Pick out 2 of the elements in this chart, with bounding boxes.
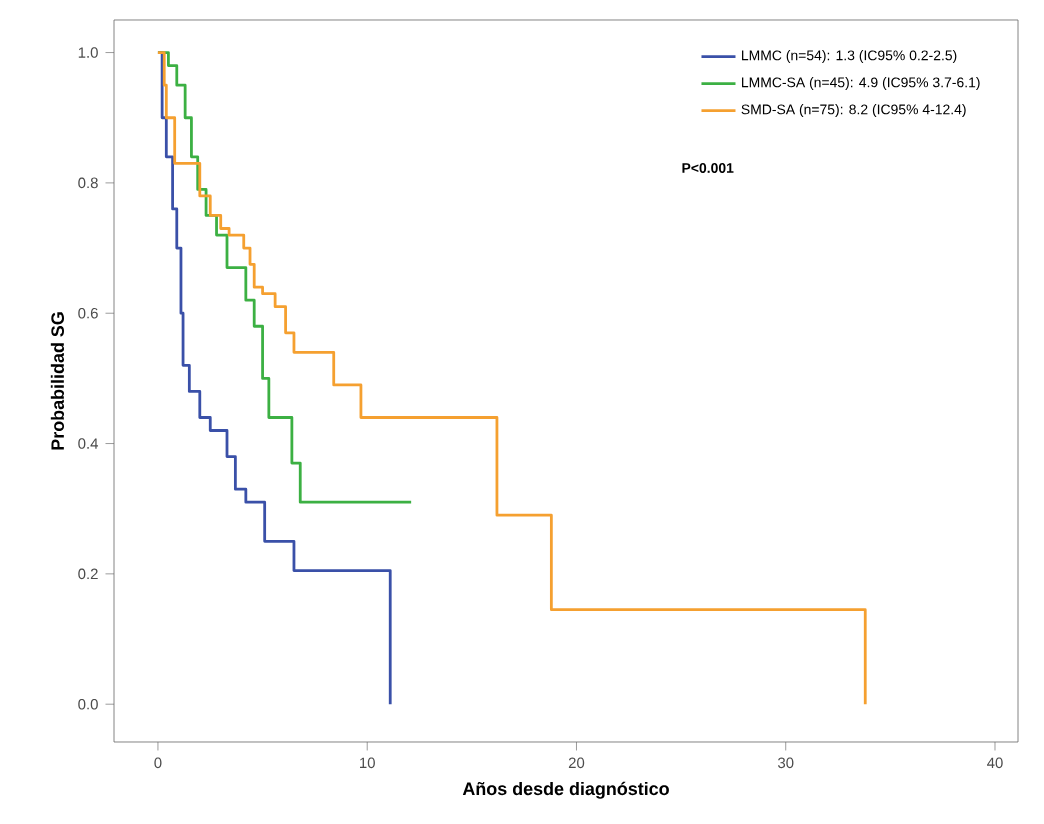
x-axis-title: Años desde diagnóstico [462, 781, 669, 799]
y-axis-title: Probabilidad SG [50, 312, 65, 450]
